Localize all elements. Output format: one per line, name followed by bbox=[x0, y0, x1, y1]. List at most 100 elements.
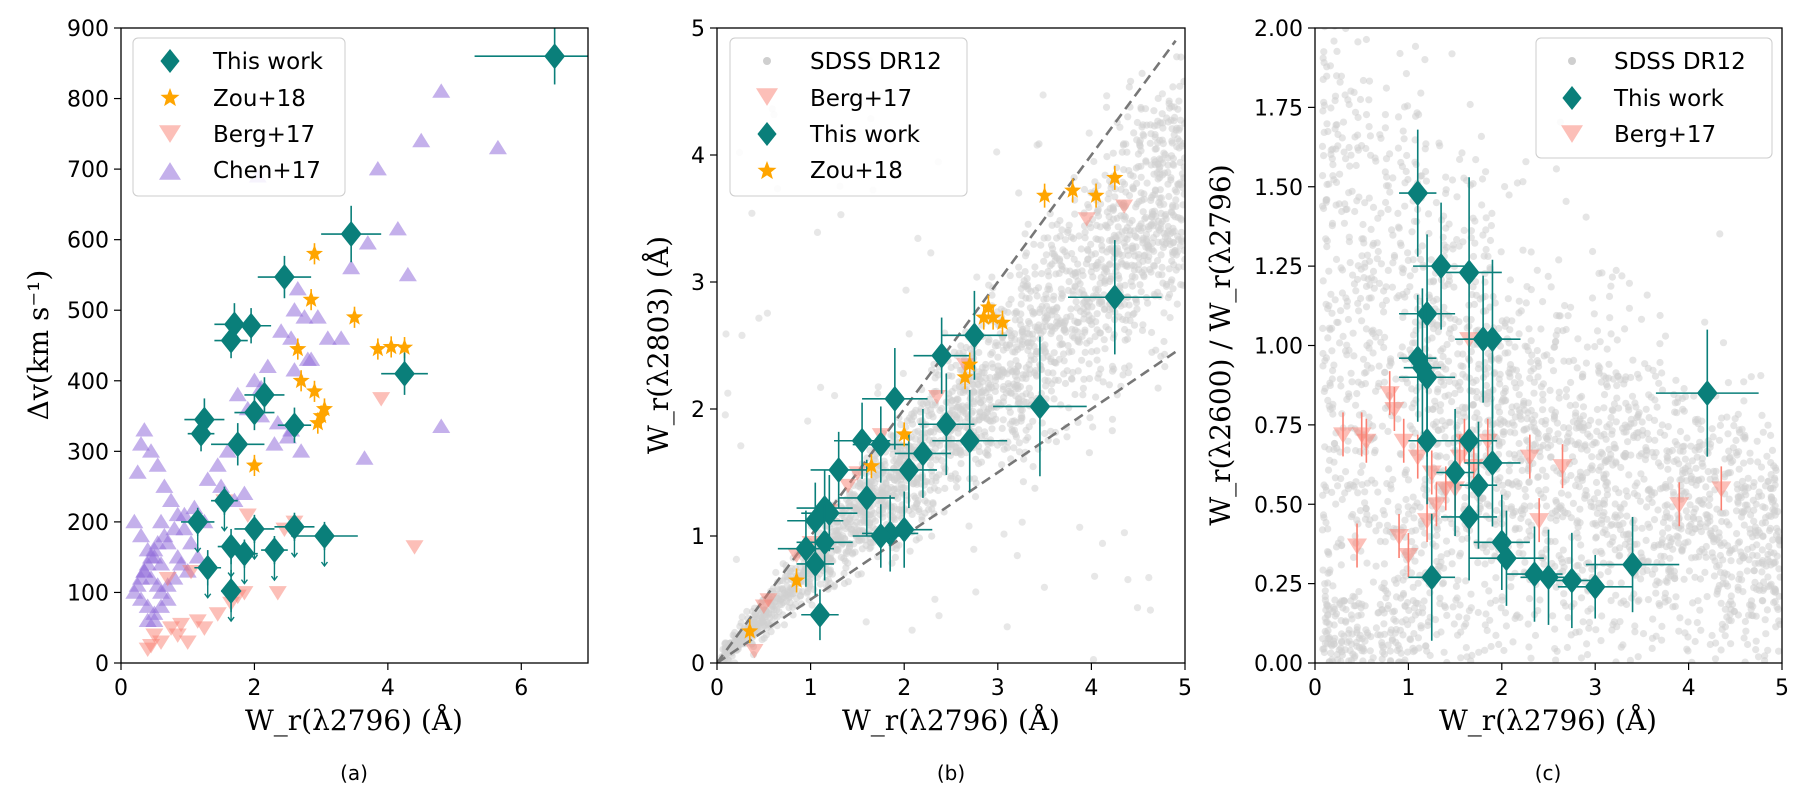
this-work-limit-arrow-head bbox=[194, 547, 202, 554]
sdss-point bbox=[1126, 227, 1134, 235]
sdss-point bbox=[992, 373, 1000, 381]
berg17-point bbox=[754, 599, 773, 614]
sdss-point bbox=[1347, 513, 1355, 521]
sdss-point bbox=[1150, 247, 1158, 255]
sdss-point bbox=[1112, 262, 1120, 270]
sdss-point bbox=[1362, 35, 1370, 44]
sdss-point bbox=[1506, 460, 1514, 468]
sdss-point bbox=[1161, 363, 1169, 371]
chen17-point bbox=[358, 235, 377, 250]
chen17-point bbox=[148, 577, 167, 592]
sdss-point bbox=[1105, 213, 1113, 221]
this-work-point bbox=[254, 381, 275, 408]
y-tick-label: 5 bbox=[691, 17, 705, 42]
sdss-point bbox=[988, 291, 996, 299]
this-work-point bbox=[935, 411, 957, 438]
sdss-point bbox=[1003, 444, 1012, 452]
sdss-point bbox=[1741, 658, 1749, 663]
sdss-point bbox=[1408, 538, 1416, 546]
sdss-point bbox=[1770, 598, 1778, 607]
sdss-point bbox=[1478, 175, 1487, 183]
sdss-point bbox=[1031, 270, 1039, 278]
sdss-point bbox=[1616, 618, 1624, 626]
sdss-point bbox=[1512, 384, 1520, 392]
sdss-point bbox=[1555, 256, 1563, 264]
sdss-point bbox=[1377, 16, 1384, 23]
sdss-point bbox=[1496, 380, 1504, 388]
sdss-point bbox=[840, 579, 849, 588]
sdss-point bbox=[954, 429, 962, 437]
sdss-point bbox=[1121, 215, 1129, 223]
sdss-point bbox=[1006, 341, 1014, 349]
sdss-point bbox=[1551, 537, 1559, 546]
panel-b-ylabel: W_r(λ2803) (Å) bbox=[642, 236, 675, 454]
sdss-point bbox=[1473, 393, 1481, 402]
sdss-point bbox=[1125, 83, 1133, 91]
this-work-point bbox=[274, 264, 295, 291]
sdss-point bbox=[1388, 283, 1396, 291]
sdss-point bbox=[1352, 638, 1360, 647]
sdss-point bbox=[1758, 568, 1766, 576]
sdss-point bbox=[1566, 401, 1574, 410]
sdss-point bbox=[1321, 28, 1329, 31]
sdss-point bbox=[926, 486, 934, 494]
sdss-point bbox=[1012, 357, 1020, 365]
sdss-point bbox=[970, 389, 978, 397]
sdss-point bbox=[1073, 304, 1081, 312]
sdss-point bbox=[953, 411, 961, 419]
sdss-point bbox=[1656, 428, 1664, 436]
chen17-point bbox=[288, 280, 307, 296]
sdss-point bbox=[909, 504, 917, 512]
sdss-point bbox=[1102, 103, 1111, 111]
chen17-point bbox=[432, 418, 451, 433]
zou18-point bbox=[345, 308, 364, 325]
sdss-point bbox=[975, 368, 983, 376]
sdss-point bbox=[1107, 272, 1116, 280]
legend-a-chen17-marker bbox=[159, 162, 181, 180]
sdss-point bbox=[1404, 256, 1412, 264]
sdss-point bbox=[1136, 281, 1144, 289]
sdss-point bbox=[1016, 399, 1024, 407]
sdss-point bbox=[1521, 558, 1529, 566]
sdss-point bbox=[1621, 421, 1629, 429]
sdss-point bbox=[1069, 287, 1077, 295]
sdss-point bbox=[1583, 560, 1591, 568]
sdss-point bbox=[1606, 314, 1614, 322]
sdss-point bbox=[1455, 242, 1463, 250]
sdss-point bbox=[1573, 517, 1582, 525]
sdss-point bbox=[1055, 255, 1064, 263]
sdss-point bbox=[1515, 330, 1523, 338]
sdss-point bbox=[1165, 265, 1173, 273]
sdss-point bbox=[1322, 10, 1329, 17]
sdss-point bbox=[1006, 420, 1014, 428]
sdss-point bbox=[1109, 334, 1117, 342]
sdss-point bbox=[1729, 457, 1737, 465]
sdss-point bbox=[1500, 389, 1508, 397]
sdss-point bbox=[1669, 488, 1677, 496]
sdss-point bbox=[1139, 321, 1147, 329]
sdss-point bbox=[1096, 279, 1104, 287]
sdss-point bbox=[1575, 628, 1583, 636]
sdss-point bbox=[1677, 525, 1685, 533]
sdss-point bbox=[1105, 190, 1113, 198]
chen17-point bbox=[398, 266, 417, 282]
sdss-point bbox=[1448, 520, 1456, 528]
sdss-point bbox=[1625, 471, 1633, 479]
sdss-point bbox=[1160, 200, 1168, 208]
sdss-point bbox=[1162, 215, 1170, 223]
sdss-point bbox=[1612, 444, 1620, 452]
sdss-point bbox=[1610, 618, 1618, 626]
sdss-point bbox=[1419, 263, 1427, 271]
sdss-point bbox=[1332, 500, 1340, 508]
sdss-point bbox=[1359, 220, 1367, 229]
berg17-point bbox=[745, 644, 764, 659]
sdss-point bbox=[889, 432, 897, 440]
sdss-point bbox=[975, 448, 984, 456]
sdss-point bbox=[1634, 597, 1642, 605]
sdss-point bbox=[1384, 427, 1392, 435]
sdss-point bbox=[1504, 295, 1512, 303]
sdss-point bbox=[1643, 566, 1651, 575]
sdss-point bbox=[1151, 145, 1159, 153]
sdss-point bbox=[1518, 466, 1526, 475]
sdss-point bbox=[1374, 488, 1382, 496]
